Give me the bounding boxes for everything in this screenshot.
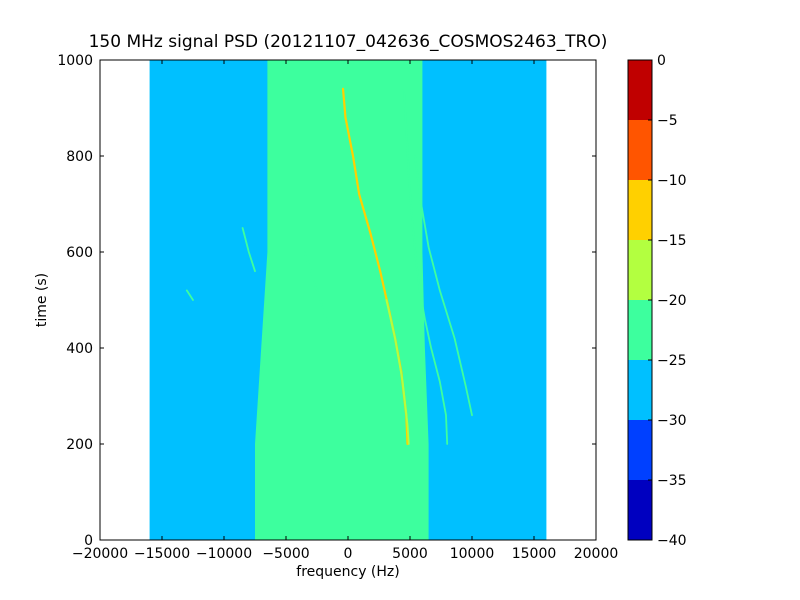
y-tick-label: 600 [66,245,93,261]
x-tick-label: 5000 [392,546,428,562]
chart-title: 150 MHz signal PSD (20121107_042636_COSM… [89,32,608,52]
x-tick-label: −10000 [196,546,252,562]
y-axis-label: time (s) [34,273,50,327]
plot-area [149,60,547,540]
colorbar-band [628,420,652,480]
signal-trace-5 [303,251,331,330]
x-tick-label: 10000 [450,546,495,562]
colorbar-band [628,360,652,420]
x-tick-label: 15000 [512,546,557,562]
signal-trace-2 [385,299,410,445]
colorbar-band [628,300,652,360]
colorbar-tick-label: −5 [657,113,678,129]
x-tick-label: −15000 [134,546,190,562]
y-tick-label: 1000 [57,53,93,69]
x-axis-label: frequency (Hz) [296,564,399,580]
colorbar-band [628,60,652,120]
y-tick-label: 200 [66,437,93,453]
colorbar-band [628,480,652,540]
colorbar-tick-label: −15 [657,233,687,249]
colorbar-tick-label: −30 [657,413,687,429]
colorbar-band [628,240,652,300]
x-tick-label: 0 [344,546,353,562]
y-tick-label: 0 [84,533,93,549]
colorbar-tick-label: −40 [657,533,687,549]
colorbar-band [628,120,652,180]
signal-trace-3 [402,87,449,445]
y-tick-label: 400 [66,341,93,357]
colorbar-tick-label: −20 [657,293,687,309]
colorbar-tick-label: −25 [657,353,687,369]
colorbar: 0 −5 −10 −15 −20 −25 −30 −35 −40 [627,53,687,549]
signal-trace-7 [185,289,194,301]
colorbar-tick-label: −10 [657,173,687,189]
psd-noise-band [255,60,429,540]
x-tick-label: −20000 [72,546,128,562]
signal-trace-6 [241,227,256,273]
colorbar-tick-label: −35 [657,473,687,489]
signal-trace-4 [414,155,473,417]
x-tick-label: 20000 [574,546,619,562]
x-tick-label: −5000 [262,546,309,562]
colorbar-tick-label: 0 [657,53,666,69]
y-tick-label: 800 [66,149,93,165]
axes: −20000 −15000 −10000 −5000 0 5000 10000 15000 20… [57,53,618,562]
colorbar-band [628,180,652,240]
